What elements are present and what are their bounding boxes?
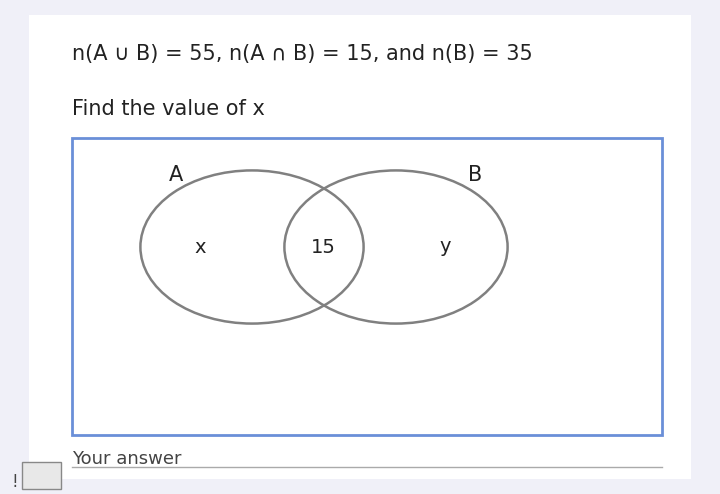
- Text: Your answer: Your answer: [72, 451, 181, 468]
- Text: !: !: [11, 473, 18, 491]
- FancyBboxPatch shape: [22, 462, 61, 489]
- Text: 15: 15: [311, 238, 336, 256]
- Text: Find the value of x: Find the value of x: [72, 99, 265, 119]
- FancyBboxPatch shape: [29, 15, 691, 479]
- Text: n(A ∪ B) = 55, n(A ∩ B) = 15, and n(B) = 35: n(A ∪ B) = 55, n(A ∩ B) = 15, and n(B) =…: [72, 44, 533, 64]
- FancyBboxPatch shape: [72, 138, 662, 435]
- Text: y: y: [439, 238, 451, 256]
- Text: x: x: [194, 238, 206, 256]
- Text: A: A: [169, 165, 184, 185]
- Text: B: B: [468, 165, 482, 185]
